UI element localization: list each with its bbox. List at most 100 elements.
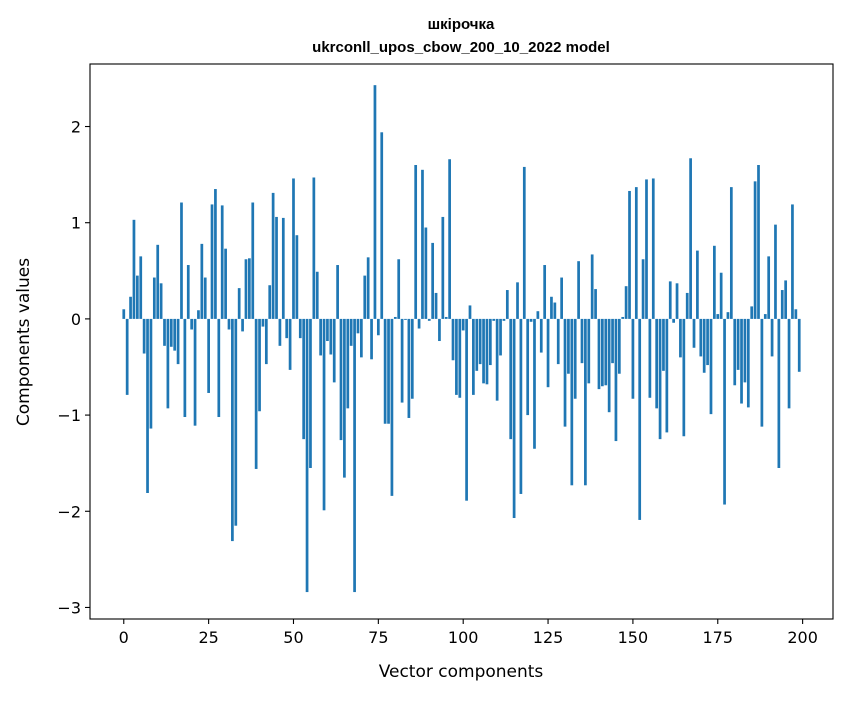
bar-184	[746, 318, 750, 408]
bar-111	[499, 318, 502, 356]
bar-87	[417, 318, 421, 329]
bar-156	[651, 178, 655, 319]
bar-188	[760, 318, 764, 427]
bar-185	[750, 306, 754, 319]
bar-132	[570, 318, 574, 486]
bar-80	[393, 316, 397, 319]
bar-59	[322, 318, 326, 511]
bar-36	[244, 259, 248, 319]
x-tick-label-25: 25	[198, 628, 218, 647]
bar-117	[519, 318, 523, 494]
bar-197	[791, 204, 794, 319]
bar-55	[309, 318, 312, 468]
bar-143	[607, 318, 611, 413]
bar-57	[315, 271, 319, 319]
bar-141	[601, 318, 604, 387]
bar-34	[237, 288, 241, 319]
bar-112	[502, 318, 506, 321]
bar-52	[298, 318, 302, 339]
bar-12	[163, 318, 166, 346]
bar-5	[139, 256, 143, 319]
bar-30	[224, 248, 227, 319]
bar-60	[326, 318, 329, 342]
bar-69	[356, 318, 360, 334]
bar-64	[339, 318, 343, 441]
bar-13	[166, 318, 170, 409]
bar-35	[241, 318, 244, 332]
bar-6	[142, 318, 146, 354]
bar-70	[360, 318, 363, 358]
bar-91	[431, 242, 435, 319]
bar-179	[729, 187, 733, 319]
bar-72	[366, 257, 370, 319]
bar-186	[753, 181, 757, 319]
bar-170	[699, 318, 703, 357]
bar-27	[214, 189, 217, 319]
bar-157	[655, 318, 659, 409]
bar-97	[451, 318, 455, 361]
bar-61	[329, 318, 333, 355]
x-tick-label-125: 125	[533, 628, 564, 647]
bar-126	[550, 296, 553, 319]
bar-32	[231, 318, 234, 542]
bar-89	[424, 227, 428, 319]
bars-group	[122, 85, 801, 593]
bar-152	[638, 318, 642, 520]
bar-39	[254, 318, 258, 469]
bar-102	[468, 305, 472, 319]
bar-109	[492, 318, 496, 321]
bar-90	[427, 318, 431, 321]
bar-115	[512, 318, 516, 519]
x-tick-label-150: 150	[618, 628, 649, 647]
bar-37	[248, 258, 251, 319]
bar-48	[285, 318, 289, 339]
bar-104	[475, 318, 479, 371]
bar-81	[397, 259, 401, 319]
bar-153	[641, 259, 645, 319]
chart-title-line-2: ukrconll_upos_cbow_200_10_2022 model	[312, 39, 610, 56]
bar-158	[658, 318, 662, 440]
bar-16	[176, 318, 180, 365]
bar-116	[516, 282, 519, 319]
bar-78	[387, 318, 390, 424]
bar-31	[227, 318, 231, 330]
bar-10	[156, 244, 160, 319]
bar-25	[207, 318, 210, 393]
bar-125	[546, 318, 550, 388]
bar-24	[203, 277, 207, 319]
y-axis-ticks: −3 −2 −1 0 1 2	[57, 118, 90, 617]
bar-77	[383, 318, 387, 424]
plot-frame	[89, 63, 834, 620]
bar-76	[380, 132, 384, 319]
y-tick-label-0: 0	[71, 310, 81, 329]
bar-144	[611, 318, 614, 364]
bar-149	[628, 190, 631, 319]
bar-140	[597, 318, 601, 390]
bar-17	[180, 202, 183, 319]
bar-198	[794, 309, 798, 319]
bar-175	[716, 314, 720, 319]
bar-167	[689, 158, 692, 319]
bar-99	[458, 318, 462, 398]
bar-67	[349, 318, 353, 346]
bar-56	[312, 177, 316, 319]
bar-47	[281, 217, 285, 319]
bar-82	[400, 318, 404, 403]
bar-84	[407, 318, 411, 418]
bar-177	[723, 318, 726, 505]
bar-172	[706, 318, 709, 366]
bar-28	[217, 318, 221, 418]
bar-133	[573, 318, 577, 399]
bar-54	[305, 318, 309, 593]
chart-title-line-1: шкірочка	[428, 16, 495, 33]
bar-124	[543, 265, 547, 319]
bar-73	[370, 318, 373, 360]
bar-23	[200, 243, 204, 319]
bar-107	[485, 318, 489, 385]
bar-62	[332, 318, 336, 383]
bar-165	[682, 318, 686, 437]
bar-101	[465, 318, 468, 501]
bar-86	[414, 165, 418, 319]
bar-66	[346, 318, 350, 409]
